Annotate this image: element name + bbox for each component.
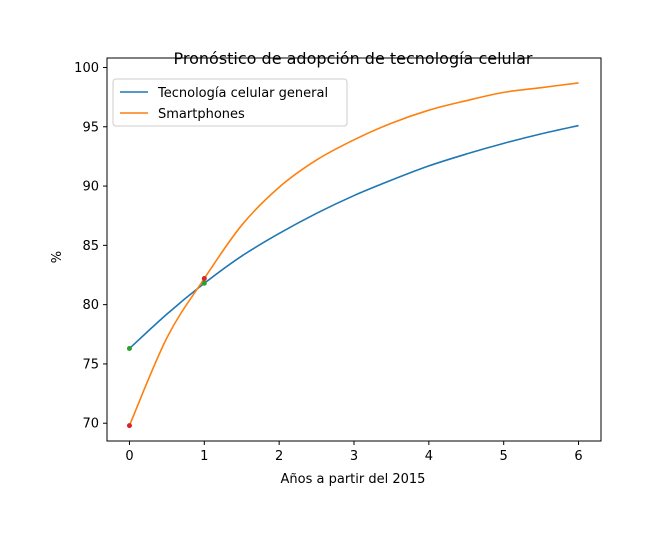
- y-tick-label-4: 90: [82, 180, 99, 195]
- x-tick-label-3: 3: [350, 449, 358, 464]
- x-tick-label-5: 5: [500, 449, 508, 464]
- x-tick-label-1: 1: [200, 449, 208, 464]
- x-tick-label-0: 0: [125, 449, 133, 464]
- x-tick-label-2: 2: [275, 449, 283, 464]
- y-tick-label-3: 85: [82, 239, 99, 254]
- series-line-0: [128, 124, 579, 350]
- y-axis-label: %: [50, 251, 65, 263]
- data-point-marker-3: [201, 276, 207, 282]
- y-tick-label-1: 75: [82, 357, 99, 372]
- series-line-1: [128, 82, 579, 426]
- legend-label-1: Smartphones: [158, 107, 245, 122]
- data-point-marker-1: [201, 280, 207, 286]
- legend-box: [112, 78, 348, 127]
- axis-ticks: 0 1 2 3 4 5 6 70 75 80 85 90 95 100: [74, 61, 583, 464]
- legend: Tecnología celular general Smartphones: [112, 78, 348, 127]
- y-tick-label-5: 95: [82, 120, 99, 135]
- x-tick-label-4: 4: [425, 449, 433, 464]
- plot-area: [126, 82, 579, 429]
- x-tick-label-6: 6: [574, 449, 582, 464]
- data-point-marker-2: [126, 423, 132, 429]
- y-tick-label-2: 80: [82, 298, 99, 313]
- y-tick-label-6: 100: [74, 61, 99, 76]
- y-tick-label-0: 70: [82, 417, 99, 432]
- legend-label-0: Tecnología celular general: [157, 86, 328, 101]
- data-point-marker-0: [126, 346, 132, 352]
- x-axis-label: Años a partir del 2015: [281, 472, 426, 487]
